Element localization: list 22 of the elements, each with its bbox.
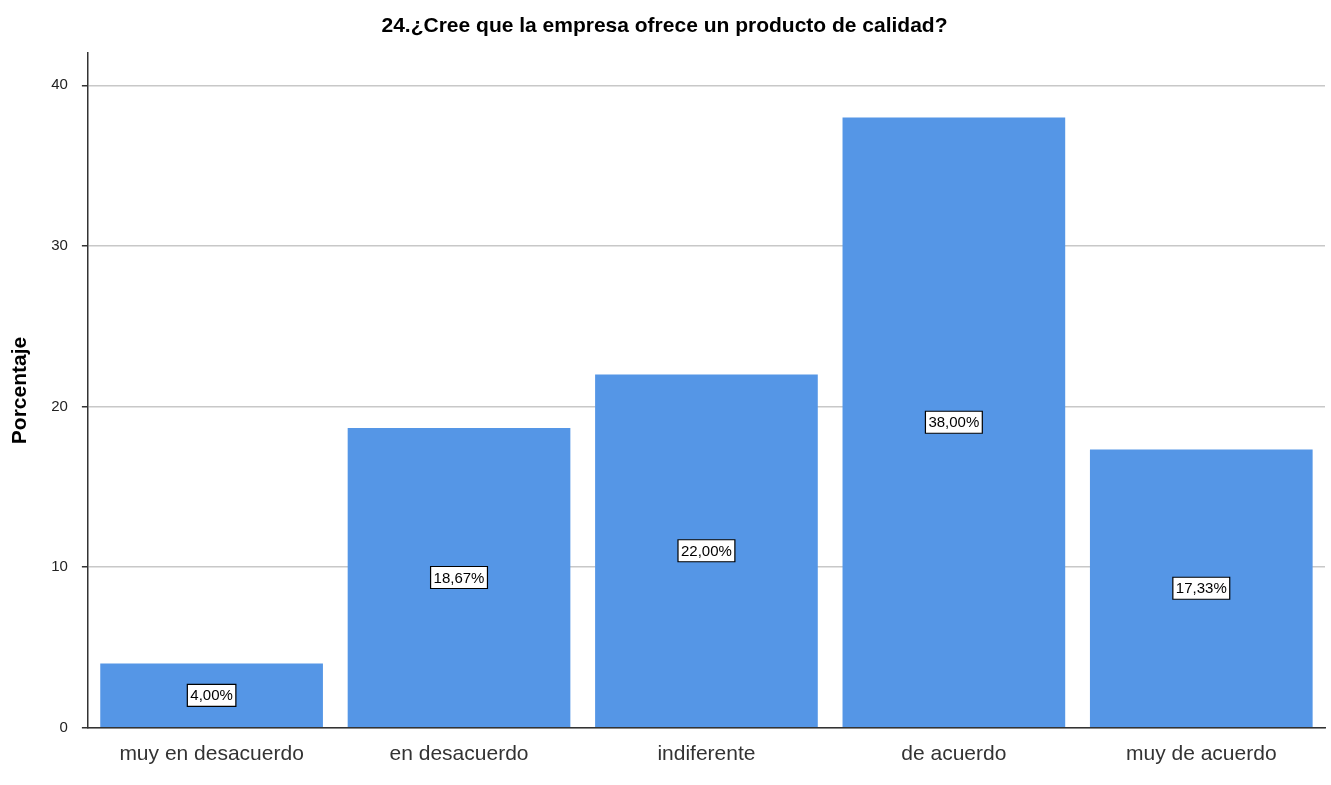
- bar: [842, 117, 1066, 728]
- y-tick-label: 0: [59, 717, 68, 735]
- data-label: 17,33%: [1175, 579, 1227, 597]
- y-tick-label: 40: [51, 75, 68, 93]
- y-tick-label: 20: [51, 396, 68, 414]
- bar: [595, 374, 818, 728]
- bar: [100, 663, 323, 728]
- x-tick-label: de acuerdo: [901, 741, 1007, 765]
- data-label: 18,67%: [433, 568, 485, 586]
- x-tick-label: en desacuerdo: [389, 741, 529, 765]
- x-tick-label: muy en desacuerdo: [119, 741, 304, 765]
- data-label: 38,00%: [928, 413, 980, 431]
- chart-title: 24.¿Cree que la empresa ofrece un producto de calidad?: [381, 13, 948, 37]
- x-tick-label: muy de acuerdo: [1125, 741, 1277, 765]
- data-label: 4,00%: [190, 686, 233, 704]
- y-tick-label: 10: [51, 557, 68, 575]
- x-tick-label: indiferente: [657, 741, 756, 765]
- data-label: 22,00%: [681, 541, 732, 559]
- bar: [1089, 449, 1313, 728]
- y-axis-title: Porcentaje: [7, 336, 31, 445]
- y-tick-label: 30: [51, 236, 68, 254]
- bar: [347, 427, 571, 728]
